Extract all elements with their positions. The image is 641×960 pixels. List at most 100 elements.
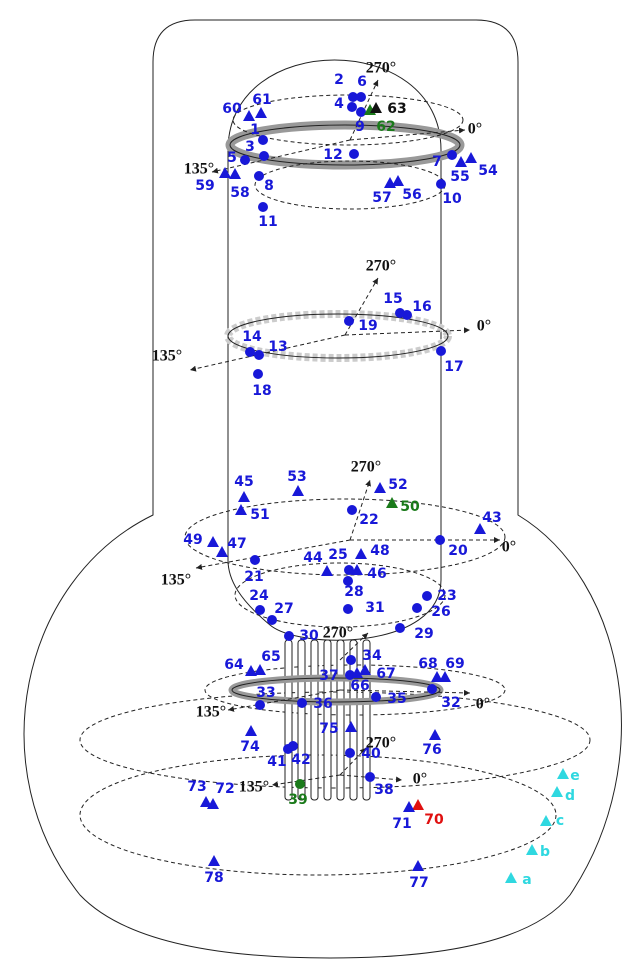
outer-vessel <box>23 19 622 959</box>
point-marker <box>238 491 250 502</box>
point-label: 58 <box>230 185 249 201</box>
point-marker <box>412 603 422 613</box>
point-marker <box>254 350 264 360</box>
point-label: 61 <box>252 92 271 108</box>
point-marker <box>245 665 257 676</box>
point-marker <box>371 692 381 702</box>
point-marker <box>216 546 228 557</box>
point-label: 47 <box>227 536 246 552</box>
point-label: 73 <box>187 779 206 795</box>
point-marker <box>347 102 357 112</box>
point-marker <box>447 150 457 160</box>
point-label: 70 <box>424 812 444 828</box>
point-label: 35 <box>387 691 406 707</box>
point-marker <box>258 135 268 145</box>
point-label: 6 <box>357 74 367 90</box>
point-label: 45 <box>234 474 253 490</box>
point-marker <box>436 179 446 189</box>
point-label: 28 <box>344 584 363 600</box>
point-marker <box>412 799 424 810</box>
point-marker <box>422 591 432 601</box>
point-marker <box>229 168 241 179</box>
point-marker <box>259 151 269 161</box>
point-marker <box>403 801 415 812</box>
point-label: 3 <box>245 139 255 155</box>
bottom-ring-edge <box>231 677 441 703</box>
point-marker <box>526 844 538 855</box>
angle-label: 135° <box>196 704 226 721</box>
point-marker <box>356 92 366 102</box>
point-label: 20 <box>448 543 468 559</box>
point-label: 42 <box>291 752 310 768</box>
point-label: 53 <box>287 469 306 485</box>
point-label: 13 <box>268 339 287 355</box>
point-marker <box>349 149 359 159</box>
point-marker <box>258 202 268 212</box>
point-marker <box>344 565 354 575</box>
angle-label: 270° <box>366 60 396 77</box>
point-marker <box>343 576 353 586</box>
point-label: 9 <box>355 119 365 135</box>
point-marker <box>207 536 219 547</box>
point-marker <box>351 667 363 678</box>
point-label: 51 <box>250 507 269 523</box>
point-marker <box>250 555 260 565</box>
point-marker <box>356 107 366 117</box>
point-marker <box>402 310 412 320</box>
point-label: 60 <box>222 101 242 117</box>
point-label: 74 <box>240 739 260 755</box>
point-marker <box>347 505 357 515</box>
point-label: 46 <box>367 566 386 582</box>
point-label: 71 <box>392 816 411 832</box>
point-label: 24 <box>249 588 269 604</box>
point-marker <box>243 110 255 121</box>
angle-label: 270° <box>351 459 381 476</box>
point-label: 11 <box>258 214 277 230</box>
point-marker <box>395 623 405 633</box>
point-marker <box>345 721 357 732</box>
point-label: 40 <box>361 746 381 762</box>
point-label: 38 <box>374 782 393 798</box>
point-marker <box>254 171 264 181</box>
point-label: 44 <box>303 550 323 566</box>
point-marker <box>267 615 277 625</box>
point-label: 67 <box>376 666 395 682</box>
point-label: 16 <box>412 299 431 315</box>
point-marker <box>439 671 451 682</box>
point-label: 30 <box>299 628 319 644</box>
point-marker <box>253 369 263 379</box>
point-marker <box>219 167 231 178</box>
point-marker <box>551 786 563 797</box>
point-label: 22 <box>359 512 378 528</box>
point-label: 76 <box>422 742 441 758</box>
point-label: 5 <box>227 150 237 166</box>
point-label: 78 <box>204 870 223 886</box>
point-marker <box>344 316 354 326</box>
point-label: 57 <box>372 190 391 206</box>
point-label: 64 <box>224 657 244 673</box>
point-marker <box>297 698 307 708</box>
point-marker <box>284 631 294 641</box>
point-label: 33 <box>256 685 275 701</box>
point-marker <box>455 156 467 167</box>
point-label: 66 <box>350 678 369 694</box>
angle-label: 270° <box>323 625 353 642</box>
angle-label: 270° <box>366 258 396 275</box>
point-label: 55 <box>450 169 469 185</box>
point-label: 23 <box>437 588 456 604</box>
point-marker <box>255 700 265 710</box>
point-label: 62 <box>376 119 395 135</box>
point-marker <box>245 725 257 736</box>
point-label: 2 <box>334 72 344 88</box>
angle-label: 135° <box>184 161 214 178</box>
point-marker <box>255 605 265 615</box>
point-marker <box>359 664 371 675</box>
point-marker <box>245 347 255 357</box>
point-label: 39 <box>288 792 307 808</box>
point-label: 56 <box>402 187 421 203</box>
point-label: 49 <box>183 532 202 548</box>
angle-label: 270° <box>366 735 396 752</box>
point-marker <box>292 485 304 496</box>
point-marker <box>436 346 446 356</box>
